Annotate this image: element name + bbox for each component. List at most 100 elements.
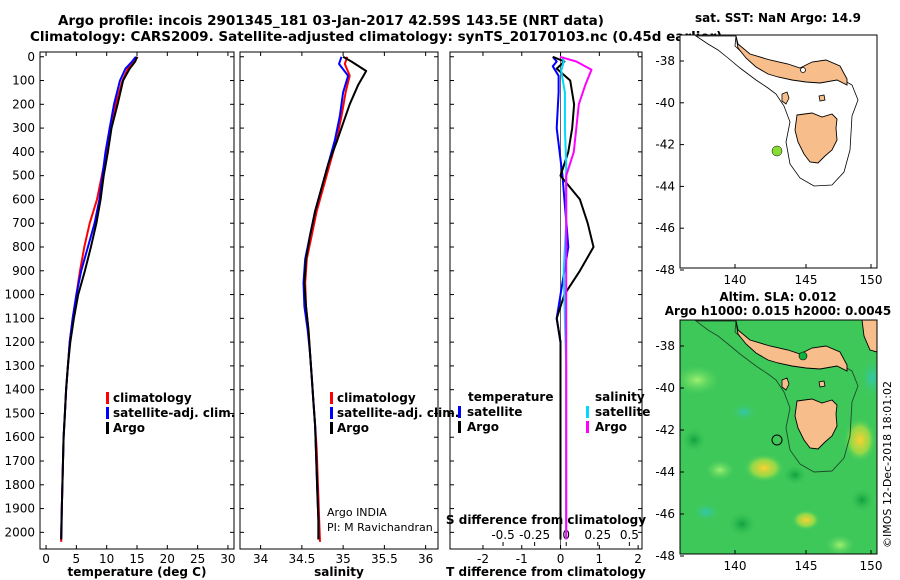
sla-field xyxy=(680,320,877,554)
secondary-tick-label: 0.25 xyxy=(584,528,611,542)
x-tick-label: -1 xyxy=(516,552,528,566)
legend-label: climatology xyxy=(113,391,192,405)
x-tick-label: 34.5 xyxy=(289,552,316,566)
depth-tick-label: 1400 xyxy=(4,383,35,397)
depth-tick-label: 1900 xyxy=(4,502,35,516)
map-y-tick-label: -46 xyxy=(655,221,675,235)
depth-tick-label: 1600 xyxy=(4,430,35,444)
x-tick-label: 0 xyxy=(42,552,50,566)
header-line2: Climatology: CARS2009. Satellite-adjuste… xyxy=(30,29,723,45)
x-tick-label: 30 xyxy=(220,552,235,566)
legend-group-salinity: salinity xyxy=(595,390,645,404)
sla-map-title-2: Argo h1000: 0.015 h2000: 0.0045 xyxy=(665,304,892,318)
legend-swatch xyxy=(586,406,589,418)
depth-tick-label: 300 xyxy=(12,121,35,135)
depth-tick-label: 0 xyxy=(27,50,35,64)
depth-tick-label: 1200 xyxy=(4,335,35,349)
sla-map-frame xyxy=(679,319,878,555)
depth-tick-label: 800 xyxy=(12,240,35,254)
legend-label: Argo xyxy=(113,421,145,435)
map-x-tick-label: 140 xyxy=(724,273,747,287)
sst-map: sat. SST: NaN Argo: 14.9 xyxy=(679,11,878,269)
map-x-tick-label: 150 xyxy=(860,273,883,287)
sla-tasmania xyxy=(794,398,838,450)
salinity-panel: 34 34.5 35 35.5 36 salinity climatologysatelli… xyxy=(239,51,459,579)
sla-map: Altim. SLA: 0.012 Argo h1000: 0.015 h200… xyxy=(665,290,892,555)
legend-label: satellite-adj. clim. xyxy=(113,406,235,420)
sst-tasmania xyxy=(794,112,838,164)
legend-swatch xyxy=(106,422,109,434)
sst-float-marker xyxy=(771,145,783,157)
secondary-tick-label: -0.25 xyxy=(519,528,550,542)
depth-axis: 0 100 200 300 400 500 600 700 800 900 1000 1100 1200… xyxy=(4,50,35,540)
map-x-tick-label: 145 xyxy=(795,559,818,573)
legend-swatch xyxy=(330,392,333,404)
series-line-argo xyxy=(303,55,368,540)
map-x-tick-label: 145 xyxy=(795,273,818,287)
sla-float-marker xyxy=(771,434,783,446)
depth-tick-label: 1100 xyxy=(4,311,35,325)
sst-king-island xyxy=(781,91,790,105)
secondary-tick-label: -0.5 xyxy=(491,528,514,542)
depth-tick-label: 400 xyxy=(12,145,35,159)
depth-tick-label: 900 xyxy=(12,264,35,278)
legend-swatch xyxy=(458,406,461,418)
map-y-tick-label: -38 xyxy=(655,339,675,353)
panel-frame xyxy=(449,51,643,550)
legend-swatch xyxy=(106,392,109,404)
x-axis-label: salinity xyxy=(314,565,364,579)
secondary-tick-label: 0.5 xyxy=(620,528,639,542)
depth-tick-label: 100 xyxy=(12,74,35,88)
sla-map-axes: 140 145 150 -38 -40 -42 -44 -46 -48 xyxy=(655,339,882,573)
map-y-tick-label: -44 xyxy=(655,179,675,193)
x-tick-label: 2 xyxy=(634,552,642,566)
depth-tick-label: 1300 xyxy=(4,359,35,373)
map-y-tick-label: -48 xyxy=(655,263,675,277)
x-tick-label: 15 xyxy=(129,552,144,566)
depth-tick-label: 600 xyxy=(12,192,35,206)
map-x-tick-label: 140 xyxy=(724,559,747,573)
depth-tick-label: 700 xyxy=(12,216,35,230)
x-tick-label: 0 xyxy=(557,552,565,566)
depth-tick-label: 1500 xyxy=(4,406,35,420)
legend-swatch xyxy=(106,407,109,419)
legend-group-temperature: temperature xyxy=(468,390,553,404)
x-tick-label: 5 xyxy=(73,552,81,566)
panel-frame xyxy=(239,51,439,550)
map-y-tick-label: -40 xyxy=(655,381,675,395)
x-tick-label: 20 xyxy=(160,552,175,566)
series-line-argo xyxy=(60,56,138,540)
panel-frame xyxy=(39,51,235,550)
x-tick-label: 35 xyxy=(335,552,350,566)
legend-label: satellite xyxy=(467,405,522,419)
legend-label: Argo xyxy=(337,421,369,435)
series-line-argo xyxy=(552,55,595,540)
difference-panel: -2 -1 0 1 2T difference from climatology S di… xyxy=(446,51,650,579)
depth-tick-label: 1800 xyxy=(4,478,35,492)
temperature-panel: 0 5 10 15 20 25 30 temperature (deg C) climatolo… xyxy=(39,51,236,579)
depth-tick-label: 1000 xyxy=(4,288,35,302)
legend-label: satellite xyxy=(595,405,650,419)
sla-map-title-1: Altim. SLA: 0.012 xyxy=(719,290,836,304)
map-y-tick-label: -42 xyxy=(655,423,675,437)
legend-swatch xyxy=(586,421,589,433)
sla-mainland xyxy=(735,320,848,372)
series-line-argo xyxy=(559,55,593,540)
depth-tick-label: 1700 xyxy=(4,454,35,468)
sst-flinders-island xyxy=(818,94,826,102)
map-y-tick-label: -38 xyxy=(655,54,675,68)
map-y-tick-label: -48 xyxy=(655,549,675,563)
credit-text: Argo INDIA xyxy=(327,506,387,519)
x-tick-label: -2 xyxy=(477,552,489,566)
x-tick-label: 35.5 xyxy=(371,552,398,566)
watermark: ©IMOS 12-Dec-2018 18:01:02 xyxy=(881,381,894,548)
map-y-tick-label: -46 xyxy=(655,507,675,521)
sst-mainland xyxy=(735,35,848,86)
series-line-climatology xyxy=(60,56,139,542)
x-axis-label: temperature (deg C) xyxy=(68,565,207,579)
x-axis-label: T difference from climatology xyxy=(446,565,646,579)
x-tick-label: 10 xyxy=(99,552,114,566)
legend-swatch xyxy=(458,421,461,433)
pi-text: PI: M Ravichandran xyxy=(327,521,433,534)
